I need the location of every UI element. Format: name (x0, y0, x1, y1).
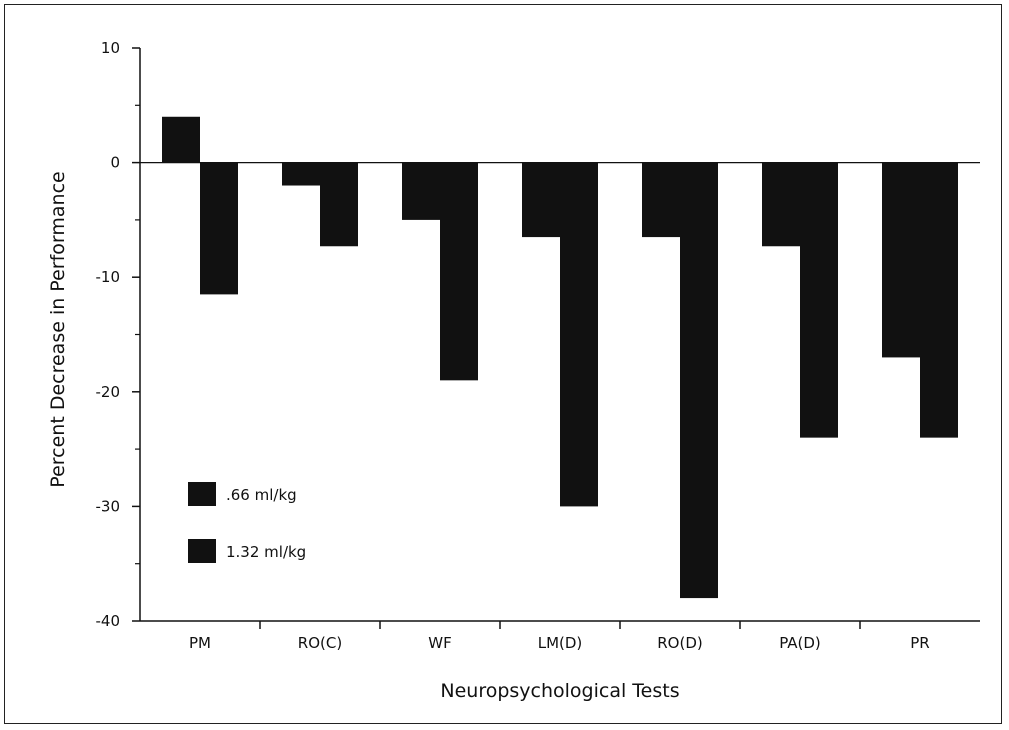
x-tick-labels: PM RO(C) WF LM(D) RO(D) PA(D) PR (189, 634, 930, 652)
x-tick-label: LM(D) (538, 634, 583, 652)
legend: .66 ml/kg 1.32 ml/kg (188, 482, 306, 563)
y-axis-label: Percent Decrease in Performance (47, 171, 69, 487)
axes (132, 47, 980, 629)
y-tick-label: -40 (96, 612, 121, 630)
x-tick-label: RO(C) (298, 634, 342, 652)
bar-132-pr (920, 162, 958, 438)
bar-132-rod (680, 162, 718, 599)
legend-label-132: 1.32 ml/kg (226, 543, 306, 561)
y-tick-label: -20 (96, 383, 121, 401)
bar-066-pm (162, 116, 200, 163)
x-tick-label: RO(D) (657, 634, 702, 652)
legend-label-066: .66 ml/kg (226, 486, 297, 504)
bar-066-wf (402, 162, 440, 220)
bar-066-lmd (522, 162, 560, 238)
bar-132-lmd (560, 162, 598, 507)
bar-132-pm (200, 162, 238, 295)
x-tick-label: PM (189, 634, 211, 652)
y-tick-label: 10 (101, 39, 120, 57)
x-tick-label: PA(D) (779, 634, 821, 652)
bar-066-pad (762, 162, 800, 247)
bars (162, 116, 958, 599)
bar-132-pad (800, 162, 838, 438)
x-tick-label: WF (428, 634, 451, 652)
x-axis-label: Neuropsychological Tests (440, 680, 679, 702)
bar-132-wf (440, 162, 478, 381)
y-tick-label: -10 (96, 268, 121, 286)
legend-swatch-132 (188, 539, 216, 563)
y-tick-label: -30 (96, 497, 121, 515)
x-tick-label: PR (910, 634, 929, 652)
legend-swatch-066 (188, 482, 216, 506)
bar-066-pr (882, 162, 920, 358)
y-tick-labels: 10 0 -10 -20 -30 -40 (96, 39, 121, 630)
bar-066-roc (282, 162, 320, 186)
bar-132-roc (320, 162, 358, 247)
y-tick-label: 0 (110, 154, 120, 172)
bar-066-rod (642, 162, 680, 238)
